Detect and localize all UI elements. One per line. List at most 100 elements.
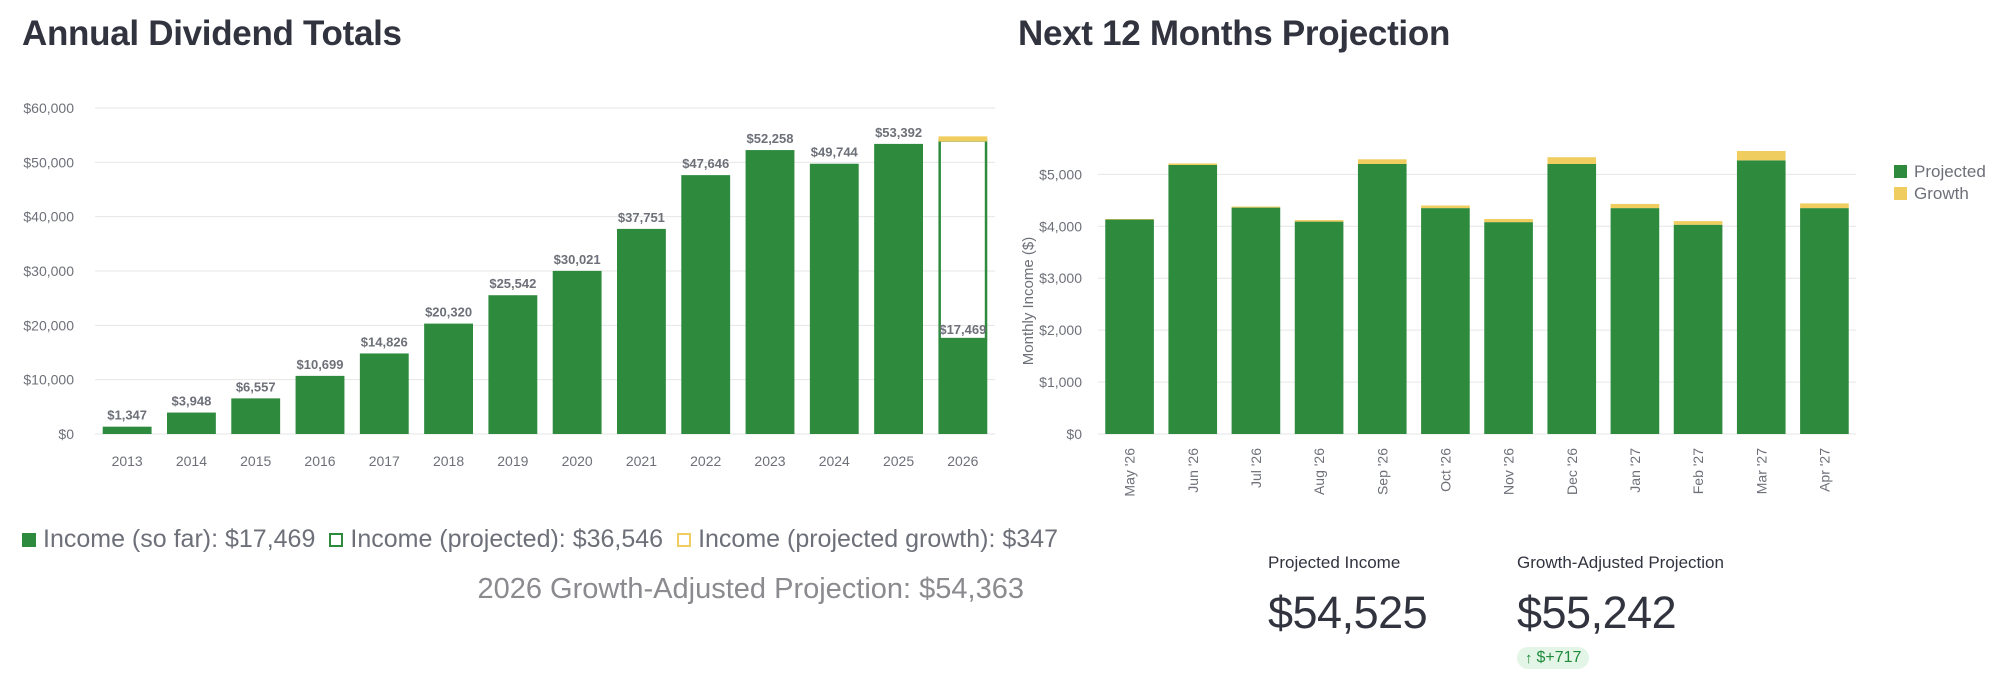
x-tick-label: 2021 bbox=[626, 453, 657, 469]
x-tick-label: Jul '26 bbox=[1248, 448, 1264, 488]
x-tick-label: 2026 bbox=[947, 453, 978, 469]
projected-outline-bar bbox=[938, 139, 988, 341]
legend-label-growth: Income (projected growth): $347 bbox=[698, 525, 1058, 553]
data-label: $53,392 bbox=[875, 125, 922, 140]
x-tick-label: 2014 bbox=[176, 453, 207, 469]
projected-income-metric: Projected Income $54,525 bbox=[1268, 553, 1428, 639]
y-tick-label: $4,000 bbox=[1039, 218, 1082, 234]
bar-projected bbox=[1421, 208, 1470, 434]
x-tick-label: Jun '26 bbox=[1185, 448, 1201, 493]
data-label: $20,320 bbox=[425, 305, 472, 320]
x-tick-label: Feb '27 bbox=[1690, 448, 1706, 494]
y-tick-label: $2,000 bbox=[1039, 322, 1082, 338]
x-tick-label: Sep '26 bbox=[1374, 448, 1390, 495]
bar-projected bbox=[1168, 165, 1218, 434]
bar-growth bbox=[1294, 220, 1344, 222]
data-label: $49,744 bbox=[811, 145, 859, 160]
legend-swatch bbox=[1894, 165, 1907, 178]
y-tick-label: $40,000 bbox=[23, 209, 74, 225]
growth-adjusted-projection-text: 2026 Growth-Adjusted Projection: $54,363 bbox=[477, 573, 1024, 605]
bar-growth bbox=[1547, 157, 1597, 164]
data-label: $25,542 bbox=[489, 276, 536, 291]
data-label: $14,826 bbox=[361, 334, 408, 349]
bar-projected bbox=[1800, 208, 1849, 434]
data-label: $10,699 bbox=[297, 357, 344, 372]
y-tick-label: $3,000 bbox=[1039, 270, 1082, 286]
growth-adjusted-metric: Growth-Adjusted Projection $55,242 ↑ $+7… bbox=[1517, 553, 1724, 669]
legend-label-so-far: Income (so far): $17,469 bbox=[43, 525, 316, 553]
bar-projected bbox=[1294, 221, 1344, 434]
bar-projected bbox=[1673, 224, 1723, 434]
x-tick-label: Jan '27 bbox=[1627, 448, 1643, 493]
x-tick-label: 2016 bbox=[304, 453, 335, 469]
legend-label-projected: Income (projected): $36,546 bbox=[350, 525, 664, 553]
legend-label: Growth bbox=[1914, 184, 1969, 203]
x-tick-label: 2023 bbox=[754, 453, 785, 469]
annual-dividend-chart: $0 $10,000 $20,000 $30,000 $40,000 $50,000 $60… bbox=[23, 100, 995, 469]
bar-projected bbox=[1547, 163, 1597, 434]
bar-2013 bbox=[102, 426, 152, 434]
metric-value: $55,242 bbox=[1517, 587, 1677, 638]
bar-2026 bbox=[938, 339, 988, 434]
y-tick-label: $50,000 bbox=[23, 154, 74, 170]
bar-growth bbox=[1610, 203, 1660, 209]
delta-badge: ↑ $+717 bbox=[1517, 647, 1590, 669]
metric-label: Growth-Adjusted Projection bbox=[1517, 553, 1724, 572]
data-label: $17,469 bbox=[939, 322, 986, 337]
x-tick-label: 2022 bbox=[690, 453, 721, 469]
y-tick-label: $60,000 bbox=[23, 100, 74, 116]
bar-2023 bbox=[745, 150, 795, 434]
legend-label: Projected bbox=[1914, 162, 1986, 181]
x-tick-label: 2019 bbox=[497, 453, 528, 469]
x-tick-label: Nov '26 bbox=[1501, 448, 1517, 495]
x-tick-label: 2025 bbox=[883, 453, 914, 469]
legend-item-growth[interactable]: Income (projected growth): $347 bbox=[677, 525, 1058, 554]
data-label: $37,751 bbox=[618, 210, 665, 225]
solid-swatch-icon bbox=[22, 532, 36, 547]
y-tick-label: $10,000 bbox=[23, 372, 74, 388]
bar-growth bbox=[1168, 163, 1218, 166]
projected-growth-bar bbox=[938, 136, 988, 142]
data-label: $30,021 bbox=[554, 252, 601, 267]
x-tick-label: Dec '26 bbox=[1564, 448, 1580, 495]
bar-2014 bbox=[167, 412, 216, 434]
y-tick-label: $0 bbox=[58, 426, 74, 442]
bar-growth bbox=[1800, 203, 1849, 209]
arrow-up-icon: ↑ bbox=[1525, 649, 1533, 667]
metric-value: $54,525 bbox=[1268, 587, 1428, 638]
bar-2025 bbox=[874, 143, 923, 434]
x-tick-label: Aug '26 bbox=[1311, 448, 1327, 495]
bar-2016 bbox=[295, 375, 345, 434]
monthly-projection-chart: $0 $1,000 $2,000 $3,000 $4,000 $5,000 Monthly … bbox=[1020, 150, 1986, 497]
x-tick-label: 2013 bbox=[112, 453, 143, 469]
projection-chart-title: Next 12 Months Projection bbox=[1018, 14, 1451, 53]
metric-label: Projected Income bbox=[1268, 553, 1401, 572]
annual-chart-title: Annual Dividend Totals bbox=[22, 14, 402, 53]
bar-projected bbox=[1105, 219, 1154, 434]
data-label: $47,646 bbox=[682, 156, 729, 171]
data-label: $3,948 bbox=[172, 394, 212, 409]
x-tick-label: Oct '26 bbox=[1437, 448, 1453, 492]
bar-projected bbox=[1736, 160, 1786, 434]
bar-growth bbox=[1421, 205, 1470, 209]
y-tick-label: $30,000 bbox=[23, 263, 74, 279]
legend-swatch bbox=[1894, 187, 1907, 200]
legend-item-projected[interactable]: Income (projected): $36,546 bbox=[329, 525, 663, 554]
bar-2019 bbox=[488, 295, 538, 434]
bar-growth bbox=[1736, 150, 1786, 161]
bar-growth bbox=[1357, 159, 1407, 164]
x-tick-label: Mar '27 bbox=[1753, 448, 1769, 494]
bar-2024 bbox=[809, 163, 859, 434]
data-label: $1,347 bbox=[107, 408, 147, 423]
x-tick-label: 2015 bbox=[240, 453, 271, 469]
x-tick-label: 2020 bbox=[562, 453, 593, 469]
growth-swatch-icon bbox=[677, 532, 692, 547]
x-tick-label: May '26 bbox=[1122, 448, 1138, 497]
bar-2020 bbox=[552, 270, 602, 434]
bar-projected bbox=[1610, 208, 1660, 434]
x-tick-label: 2024 bbox=[819, 453, 850, 469]
legend-item-so-far[interactable]: Income (so far): $17,469 bbox=[22, 525, 315, 554]
y-tick-label: $5,000 bbox=[1039, 166, 1082, 182]
data-label: $52,258 bbox=[747, 131, 794, 146]
bar-2017 bbox=[359, 353, 409, 434]
